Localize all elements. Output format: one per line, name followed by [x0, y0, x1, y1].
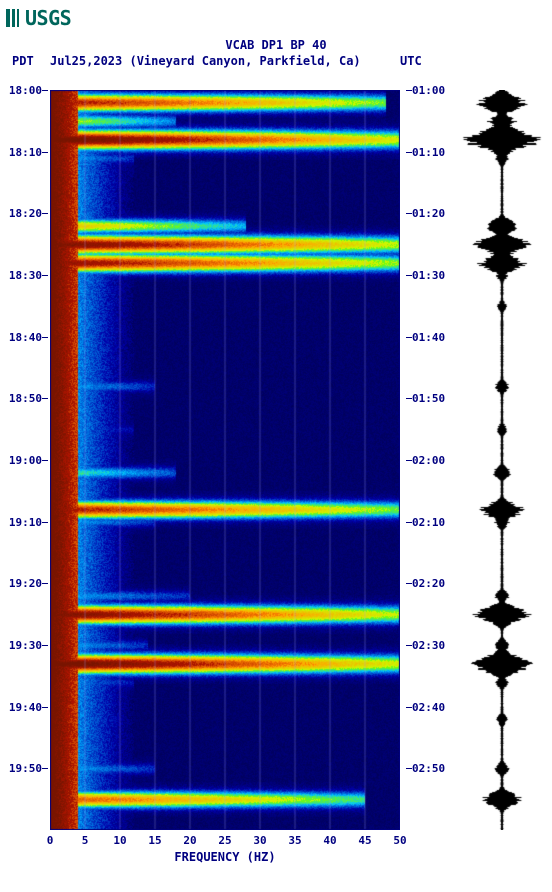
left-y-axis: 18:0018:1018:2018:3018:4018:5019:0019:10…: [4, 90, 48, 830]
right-y-tick: 01:30: [412, 269, 445, 282]
left-y-tick: 19:10: [9, 516, 42, 529]
right-y-tick: 02:10: [412, 516, 445, 529]
right-y-tick: 02:30: [412, 639, 445, 652]
left-y-tick: 19:30: [9, 639, 42, 652]
logo-text: USGS: [25, 6, 71, 30]
date-label: Jul25,2023 (Vineyard Canyon, Parkfield, …: [50, 54, 361, 68]
right-y-tick: 02:40: [412, 701, 445, 714]
usgs-logo: USGS: [6, 6, 71, 30]
x-tick: 0: [47, 834, 54, 847]
left-y-tick: 18:50: [9, 392, 42, 405]
x-tick: 45: [358, 834, 371, 847]
right-y-tick: 01:20: [412, 207, 445, 220]
right-y-tick: 01:40: [412, 331, 445, 344]
right-y-tick: 01:50: [412, 392, 445, 405]
page-container: USGS VCAB DP1 BP 40 PDT Jul25,2023 (Vine…: [0, 0, 552, 892]
right-y-tick: 02:50: [412, 762, 445, 775]
x-tick: 30: [253, 834, 266, 847]
x-tick: 5: [82, 834, 89, 847]
utc-label: UTC: [400, 54, 422, 68]
right-y-tick: 02:20: [412, 577, 445, 590]
pdt-label: PDT: [12, 54, 34, 68]
left-y-tick: 18:00: [9, 84, 42, 97]
x-tick: 20: [183, 834, 196, 847]
spectrogram-plot: [50, 90, 400, 830]
waveform-plot: [460, 90, 545, 830]
x-tick: 15: [148, 834, 161, 847]
left-y-tick: 18:10: [9, 146, 42, 159]
x-tick: 25: [218, 834, 231, 847]
x-axis: 05101520253035404550: [50, 834, 400, 848]
logo-bars-icon: [6, 9, 21, 27]
left-y-tick: 18:40: [9, 331, 42, 344]
left-y-tick: 19:20: [9, 577, 42, 590]
chart-title: VCAB DP1 BP 40: [0, 38, 552, 52]
x-axis-label: FREQUENCY (HZ): [50, 850, 400, 864]
left-y-tick: 18:30: [9, 269, 42, 282]
right-y-tick: 02:00: [412, 454, 445, 467]
left-y-tick: 19:40: [9, 701, 42, 714]
x-tick: 50: [393, 834, 406, 847]
left-y-tick: 19:50: [9, 762, 42, 775]
right-y-tick: 01:10: [412, 146, 445, 159]
right-y-axis: 01:0001:1001:2001:3001:4001:5002:0002:10…: [406, 90, 450, 830]
left-y-tick: 18:20: [9, 207, 42, 220]
right-y-tick: 01:00: [412, 84, 445, 97]
left-y-tick: 19:00: [9, 454, 42, 467]
x-tick: 10: [113, 834, 126, 847]
x-tick: 40: [323, 834, 336, 847]
x-tick: 35: [288, 834, 301, 847]
